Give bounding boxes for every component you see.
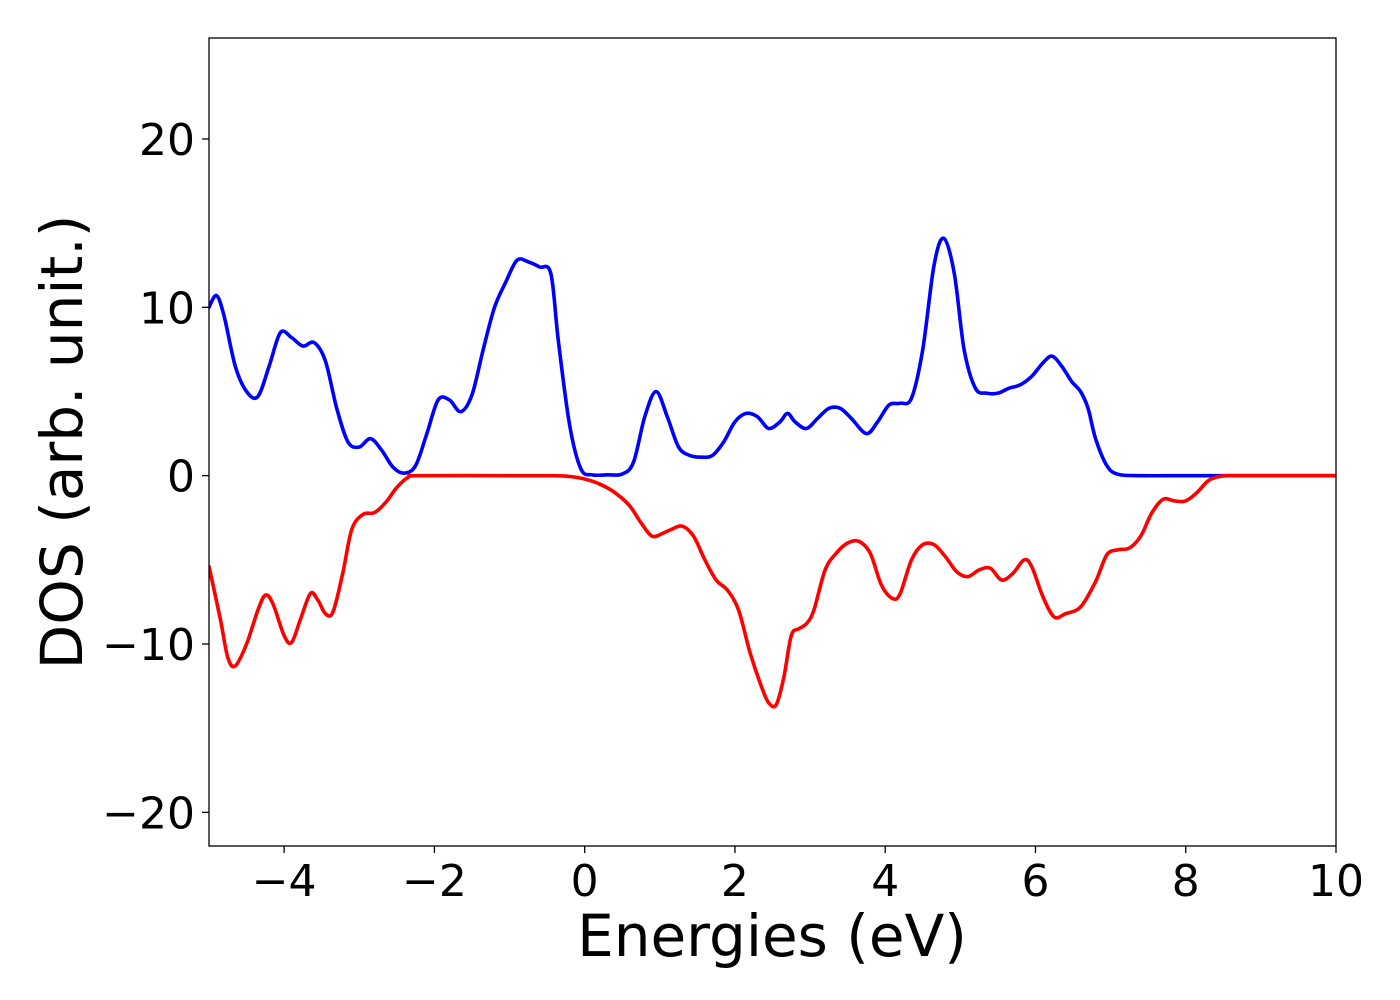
y-tick-label: 10 [139,283,195,334]
x-tick-label: 10 [1308,856,1364,907]
x-axis-ticks: −4 −2 0 2 4 6 8 10 [252,846,1364,907]
y-axis-title: DOS (arb. unit.) [28,215,96,670]
x-tick-label: 4 [871,856,899,907]
series-line-2 [209,473,1336,709]
x-tick-label: 2 [721,856,749,907]
y-tick-label: 0 [167,452,195,503]
series-layer [209,236,1336,709]
y-tick-label: −20 [102,788,195,839]
x-axis-title: Energies (eV) [577,902,967,970]
x-tick-label: −4 [252,856,317,907]
x-tick-label: 6 [1021,856,1049,907]
x-tick-label: 8 [1172,856,1200,907]
y-axis-ticks: 20 10 0 −10 −20 [102,115,209,839]
x-tick-label: −2 [402,856,467,907]
plot-frame [208,37,1337,847]
y-tick-label: −10 [102,620,195,671]
series-line-1 [209,236,1336,478]
y-tick-label: 20 [139,115,195,166]
x-tick-label: 0 [571,856,599,907]
